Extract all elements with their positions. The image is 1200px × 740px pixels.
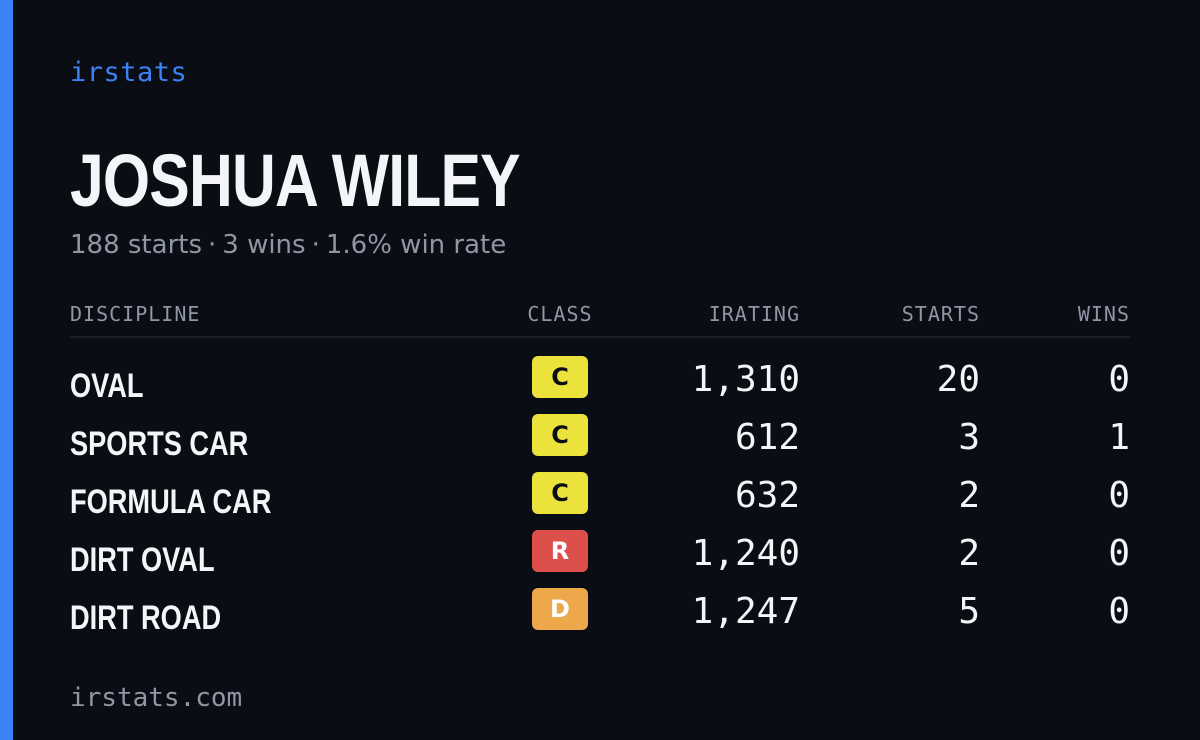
wins-value: 0	[1108, 591, 1130, 632]
class-badge: C	[532, 414, 588, 456]
discipline-name: DIRT ROAD	[70, 599, 222, 637]
irating-value: 632	[734, 475, 800, 516]
header-discipline: DISCIPLINE	[70, 302, 201, 326]
irating-value: 1,310	[691, 359, 800, 400]
irating-value: 1,247	[691, 591, 800, 632]
discipline-name: DIRT OVAL	[70, 541, 215, 579]
header-wins: WINS	[1077, 302, 1130, 326]
starts-value: 2	[958, 475, 980, 516]
discipline-name: SPORTS CAR	[70, 425, 249, 463]
wins-value: 1	[1108, 417, 1130, 458]
discipline-name: OVAL	[70, 367, 144, 405]
accent-bar	[0, 0, 13, 740]
header-irating: IRATING	[708, 302, 800, 326]
class-badge: C	[532, 472, 588, 514]
table-header: DISCIPLINE CLASS IRATING STARTS WINS	[70, 296, 1130, 338]
driver-summary: 188 starts · 3 wins · 1.6% win rate	[70, 228, 506, 262]
table-row: FORMULA CAR C 632 2 0	[70, 468, 1130, 526]
table-row: DIRT ROAD D 1,247 5 0	[70, 584, 1130, 642]
driver-name: JOSHUA WILEY	[70, 139, 521, 222]
summary-separator: ·	[208, 230, 217, 260]
wins-value: 0	[1108, 475, 1130, 516]
starts-value: 3	[958, 417, 980, 458]
starts-value: 5	[958, 591, 980, 632]
class-badge: C	[532, 356, 588, 398]
class-badge: D	[532, 588, 588, 630]
starts-value: 20	[936, 359, 980, 400]
header-class-label: CLASS	[527, 302, 593, 326]
summary-starts: 188 starts	[70, 230, 202, 260]
summary-wins: 3 wins	[222, 230, 306, 260]
table-row: OVAL C 1,310 20 0	[70, 352, 1130, 410]
class-badge: R	[532, 530, 588, 572]
table-body: OVAL C 1,310 20 0 SPORTS CAR C 612 3 1 F…	[70, 338, 1130, 642]
wins-value: 0	[1108, 533, 1130, 574]
irating-value: 1,240	[691, 533, 800, 574]
discipline-table: DISCIPLINE CLASS IRATING STARTS WINS OVA…	[70, 296, 1130, 642]
brand-logo: irstats	[70, 57, 188, 88]
summary-win-rate: 1.6% win rate	[325, 230, 507, 260]
table-row: SPORTS CAR C 612 3 1	[70, 410, 1130, 468]
discipline-name: FORMULA CAR	[70, 483, 272, 521]
footer-url: irstats.com	[70, 683, 243, 713]
starts-value: 2	[958, 533, 980, 574]
summary-separator: ·	[311, 230, 320, 260]
header-starts: STARTS	[901, 302, 980, 326]
table-row: DIRT OVAL R 1,240 2 0	[70, 526, 1130, 584]
wins-value: 0	[1108, 359, 1130, 400]
irating-value: 612	[734, 417, 800, 458]
